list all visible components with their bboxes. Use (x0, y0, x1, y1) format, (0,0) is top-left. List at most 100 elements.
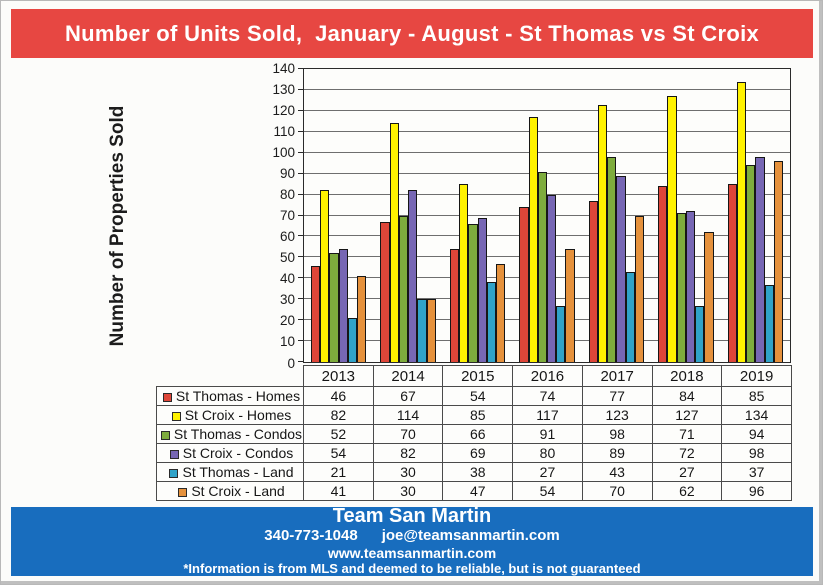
bar (426, 299, 436, 362)
value-cell: 96 (721, 481, 792, 501)
y-axis-tick-mark (298, 193, 304, 195)
year-header-cell: 2013 (303, 365, 374, 387)
data-table: 2013 2014 2015 2016 2017 2018 2019 St Thomas - … (156, 365, 792, 501)
year-header-cell: 2019 (721, 365, 792, 387)
legend-cell: St Thomas - Condos (156, 424, 304, 444)
bar (347, 318, 358, 362)
value-cell: 82 (303, 405, 374, 425)
legend-cell: St Thomas - Homes (156, 386, 304, 406)
data-table-body: 2013 2014 2015 2016 2017 2018 2019 St Thomas - … (156, 365, 792, 501)
legend-color-swatch (169, 450, 179, 459)
title-banner: Number of Units Sold, January - August -… (11, 9, 813, 58)
footer-disclaimer: *Information is from MLS and deemed to b… (183, 561, 641, 577)
value-cell: 89 (581, 443, 653, 463)
footer-phone: 340-773-1048 (264, 527, 358, 545)
y-axis-tick-mark (298, 277, 304, 279)
bar (755, 156, 765, 362)
legend-cell: St Croix - Land (156, 481, 304, 501)
y-tick-label: 130 (272, 81, 295, 97)
year-header-cell: 2014 (372, 365, 444, 387)
value-cell: 54 (442, 386, 514, 406)
bar (320, 190, 330, 362)
gridline (304, 172, 790, 174)
gridline (304, 193, 790, 195)
y-axis-tick-mark (298, 214, 304, 216)
legend-color-swatch (171, 412, 181, 421)
bar (685, 211, 696, 362)
bar-group-2016 (512, 69, 581, 362)
y-axis-tick-mark (298, 256, 304, 258)
y-axis-tick-mark (298, 361, 304, 362)
table-row: St Croix - Homes 82 114 85 117 123 127 134 (156, 405, 792, 425)
value-cell: 38 (442, 462, 514, 482)
year-header-cell: 2015 (442, 365, 514, 387)
value-cell: 98 (581, 424, 653, 444)
bar (408, 190, 418, 362)
value-cell: 98 (721, 443, 792, 463)
value-cell: 30 (372, 481, 444, 501)
table-row: St Thomas - Condos 52 70 66 91 98 71 94 (156, 424, 792, 444)
value-cell: 27 (651, 462, 723, 482)
plot-area (298, 68, 791, 363)
bar (311, 265, 321, 362)
value-cell: 134 (721, 405, 792, 425)
y-tick-label: 120 (272, 102, 295, 118)
bar (468, 223, 478, 362)
y-axis-tick-mark (298, 130, 304, 132)
y-axis-ticks: 0 10 20 30 40 50 60 70 80 90 100 110 120 130 140 (249, 61, 295, 369)
bar (704, 232, 714, 362)
bar (380, 221, 390, 362)
y-axis-tick-mark (298, 298, 304, 300)
legend-series-name: St Croix - Land (191, 483, 285, 499)
bar (329, 253, 339, 362)
value-cell: 41 (303, 481, 374, 501)
y-tick-label: 50 (279, 249, 295, 265)
y-axis-tick-mark (298, 235, 304, 237)
value-cell: 70 (372, 424, 444, 444)
y-axis-tick-mark (298, 109, 304, 111)
value-cell: 66 (442, 424, 514, 444)
page-title: Number of Units Sold, January - August -… (64, 20, 760, 46)
legend-series-name: St Thomas - Land (182, 464, 294, 480)
y-axis-tick-mark (298, 319, 304, 321)
bar (625, 272, 635, 362)
y-tick-label: 110 (273, 123, 295, 139)
legend-color-swatch (178, 488, 188, 497)
legend-cell: St Thomas - Land (156, 462, 304, 482)
bar (528, 117, 538, 362)
value-cell: 67 (372, 386, 444, 406)
value-cell: 127 (651, 405, 723, 425)
footer-team-name: Team San Martin (332, 505, 492, 528)
bar (764, 284, 774, 362)
y-tick-label: 100 (272, 144, 295, 160)
bar (736, 81, 747, 362)
legend-color-swatch (162, 393, 172, 402)
legend-color-swatch (160, 431, 170, 440)
table-row: St Thomas - Land 21 30 38 27 43 27 37 (156, 462, 792, 482)
bar (519, 207, 529, 362)
bar (616, 175, 626, 362)
bar (389, 123, 399, 362)
gridline (304, 151, 790, 153)
y-tick-label: 70 (279, 207, 295, 223)
y-tick-label: 20 (279, 313, 295, 329)
y-tick-label: 60 (279, 228, 295, 244)
value-cell: 123 (581, 405, 653, 425)
value-cell: 43 (581, 462, 653, 482)
value-cell: 37 (721, 462, 792, 482)
value-cell: 94 (721, 424, 792, 444)
y-axis-tick-mark (298, 88, 304, 90)
gridline (304, 109, 790, 111)
y-axis-tick-mark (298, 172, 304, 174)
value-cell: 47 (442, 481, 514, 501)
bar (565, 249, 575, 362)
legend-series-name: St Croix - Homes (184, 407, 292, 423)
bar (417, 299, 427, 362)
value-cell: 85 (721, 386, 792, 406)
bar (357, 276, 367, 362)
table-corner-cell (157, 366, 304, 387)
y-tick-label: 40 (279, 270, 295, 286)
footer-email: joe@teamsanmartin.com (381, 527, 560, 545)
bar (338, 249, 348, 362)
bar (727, 184, 737, 362)
